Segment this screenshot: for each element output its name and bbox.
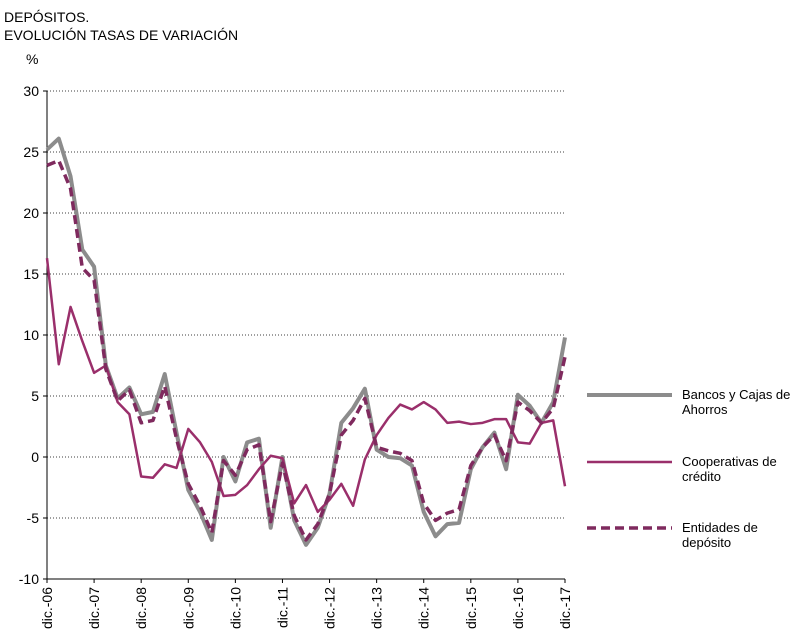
y-tick-label: 0 bbox=[31, 449, 39, 465]
x-tick-label: dic.-12 bbox=[322, 587, 338, 629]
x-tick-label: dic.-17 bbox=[557, 587, 573, 629]
y-tick-label: 25 bbox=[23, 144, 39, 160]
y-axis-label: % bbox=[26, 51, 38, 67]
x-tick-label: dic.-13 bbox=[369, 587, 385, 629]
x-tick-label: dic.-10 bbox=[227, 587, 243, 629]
x-tick-label: dic.-08 bbox=[133, 587, 149, 629]
chart-subtitle: EVOLUCIÓN TASAS DE VARIACIÓN bbox=[4, 27, 238, 43]
x-tick-label: dic.-16 bbox=[510, 587, 526, 629]
legend-label: Cooperativas de crédito bbox=[682, 454, 777, 484]
chart-title: DEPÓSITOS. bbox=[4, 9, 89, 25]
x-tick-label: dic.-06 bbox=[39, 587, 55, 629]
y-tick-label: 30 bbox=[23, 83, 39, 99]
y-tick-label: -10 bbox=[19, 571, 39, 587]
y-tick-label: 5 bbox=[31, 388, 39, 404]
y-tick-label: 10 bbox=[23, 327, 39, 343]
series-line bbox=[46, 158, 567, 542]
x-tick-label: dic.-07 bbox=[86, 587, 102, 629]
legend-label: Entidades de depósito bbox=[682, 520, 758, 550]
x-tick-label: dic.-11 bbox=[274, 587, 290, 628]
x-tick-label: dic.-14 bbox=[416, 587, 432, 629]
y-tick-label: 20 bbox=[23, 205, 39, 221]
x-tick-label: dic.-15 bbox=[463, 587, 479, 629]
series-line bbox=[45, 258, 567, 514]
legend-label: Bancos y Cajas de Ahorros bbox=[682, 387, 791, 417]
x-tick-label: dic.-09 bbox=[180, 587, 196, 629]
y-tick-label: -5 bbox=[27, 510, 40, 526]
y-tick-label: 15 bbox=[23, 266, 39, 282]
